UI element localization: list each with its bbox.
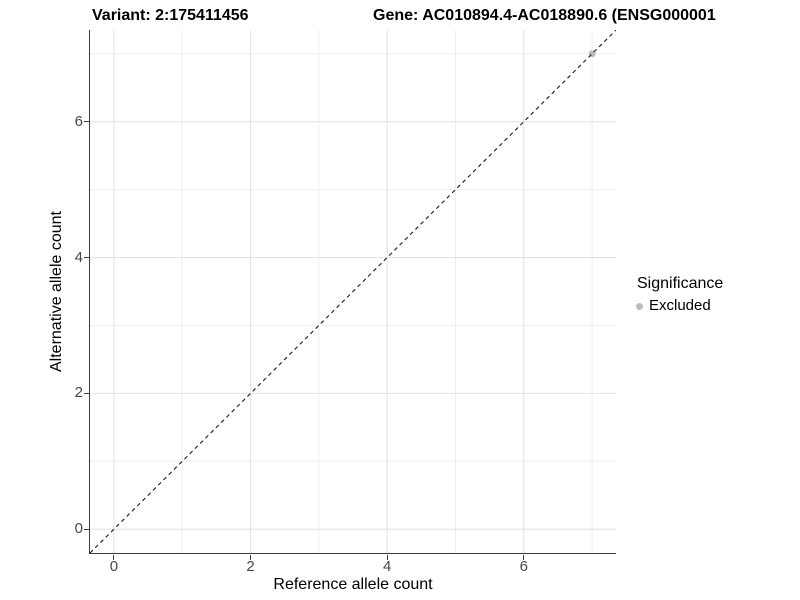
x-tick-label: 6 [519,558,528,575]
x-tick-mark [249,555,252,560]
x-tick-label: 4 [382,558,392,575]
x-axis-title: Reference allele count [273,576,433,593]
plot-canvas [89,30,616,553]
y-axis-title: Alternative allele count [48,211,65,372]
x-tick-label: 2 [246,558,255,575]
legend-item-label: Excluded [649,297,711,314]
legend-point-icon [636,302,643,310]
x-tick-mark [113,555,115,560]
y-tick-mark [84,121,89,123]
legend: Significance Excluded [630,274,780,315]
legend-title: Significance [637,275,724,292]
y-tick-mark [84,528,89,530]
y-tick-label: 4 [74,248,83,266]
plot-panel [88,30,616,554]
x-tick-mark [386,555,388,560]
y-tick-label: 0 [74,520,83,538]
identity-dashed-line [89,30,616,553]
variant-title: Variant: 2:175411456 [92,7,249,24]
legend-item-excluded: Excluded [630,297,780,315]
x-tick-label: 0 [109,558,119,575]
x-tick-mark [523,555,525,560]
gene-title: Gene: AC010894.4-AC018890.6 (ENSG000001 [373,7,716,24]
y-tick-mark [84,256,89,259]
y-tick-mark [84,392,89,394]
y-tick-label: 2 [74,384,83,402]
y-tick-label: 6 [74,112,83,130]
